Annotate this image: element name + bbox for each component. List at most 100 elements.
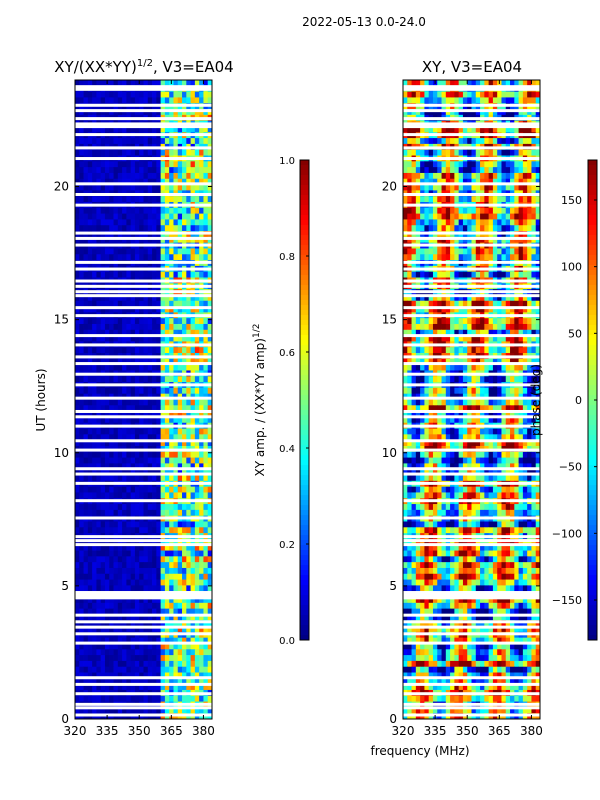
heatmap-cell [407, 213, 412, 220]
heatmap-cell [462, 126, 468, 133]
heatmap-cell [424, 80, 430, 87]
heatmap-cell [130, 178, 136, 185]
heatmap-cell [203, 300, 209, 307]
heatmap-cell [79, 567, 84, 575]
y-tick-label: 5 [61, 579, 69, 593]
heatmap-cell [100, 544, 106, 551]
heatmap-cell [505, 178, 511, 185]
heatmap-cell [134, 475, 140, 482]
colorbar-segment [300, 340, 309, 346]
heatmap-cell [113, 80, 119, 87]
heatmap-cell [109, 97, 114, 104]
heatmap-cell [134, 695, 140, 702]
heatmap-cell [164, 347, 170, 354]
heatmap-cell [134, 666, 140, 673]
heatmap-cell [190, 225, 196, 232]
heatmap-cell [147, 399, 153, 406]
colorbar-segment [300, 240, 309, 246]
heatmap-cell [109, 323, 114, 331]
heatmap-cell [462, 306, 468, 313]
heatmap-cell [186, 219, 191, 226]
heatmap-cell [424, 213, 430, 220]
heatmap-cell [83, 463, 89, 470]
heatmap-cell [92, 672, 97, 679]
heatmap-cell [122, 405, 127, 412]
heatmap-cell [514, 271, 519, 278]
heatmap-cell [432, 236, 438, 244]
heatmap-cell [134, 579, 140, 586]
heatmap-cell [143, 347, 149, 354]
heatmap-cell [164, 567, 170, 575]
heatmap-cell [139, 178, 144, 185]
heatmap-cell [199, 567, 204, 575]
heatmap-cell [492, 248, 498, 255]
heatmap-cell [87, 660, 93, 668]
heatmap-cell [199, 475, 204, 482]
heatmap-cell [169, 236, 174, 244]
heatmap-cell [475, 149, 481, 156]
heatmap-cell [510, 149, 515, 156]
heatmap-cell [104, 294, 110, 302]
heatmap-cell [169, 678, 174, 685]
heatmap-cell [83, 486, 89, 493]
heatmap-cell [104, 457, 110, 464]
heatmap-cell [100, 323, 106, 331]
heatmap-cell [126, 579, 132, 586]
heatmap-cell [467, 306, 472, 313]
heatmap-cell [492, 97, 498, 104]
heatmap-cell [122, 608, 127, 615]
heatmap-cell [535, 213, 541, 220]
heatmap-cell [177, 294, 183, 302]
heatmap-cell [87, 597, 93, 604]
heatmap-cell [182, 149, 187, 156]
heatmap-cell [173, 567, 179, 575]
heatmap-cell [156, 318, 162, 325]
heatmap-cell [424, 178, 430, 185]
heatmap-cell [186, 376, 191, 383]
heatmap-cell [407, 207, 412, 215]
heatmap-cell [415, 254, 421, 261]
heatmap-cell [415, 236, 421, 244]
heatmap-cell [182, 207, 187, 215]
y-tick-label: 20 [54, 180, 69, 194]
heatmap-cell [92, 225, 97, 232]
heatmap-cell [441, 225, 447, 232]
heatmap-cell [126, 126, 132, 133]
heatmap-cell [207, 196, 213, 203]
heatmap-cell [130, 167, 136, 174]
heatmap-cell [199, 428, 204, 435]
heatmap-cell [100, 196, 106, 203]
heatmap-cell [92, 318, 97, 325]
heatmap-cell [207, 492, 213, 499]
heatmap-cell [190, 550, 196, 557]
heatmap-cell [531, 138, 537, 145]
heatmap-cell [152, 562, 157, 569]
heatmap-cell [522, 219, 528, 226]
heatmap-cell [143, 248, 149, 255]
x-tick-label: 365 [160, 724, 183, 738]
heatmap-cell [109, 347, 114, 354]
heatmap-cell [169, 643, 174, 650]
heatmap-cell [156, 556, 162, 563]
heatmap-cell [87, 196, 93, 203]
heatmap-cell [458, 213, 464, 220]
heatmap-cell [143, 469, 149, 476]
heatmap-cell [535, 196, 541, 203]
heatmap-cell [117, 138, 123, 145]
heatmap-cell [126, 486, 132, 493]
heatmap-cell [152, 207, 157, 215]
heatmap-cell [441, 178, 447, 185]
heatmap-cell [79, 207, 84, 215]
heatmap-cell [190, 213, 196, 220]
heatmap-cell [194, 318, 200, 325]
heatmap-cell [207, 527, 213, 534]
colorbar-segment [300, 260, 309, 266]
heatmap-cell [160, 434, 166, 441]
heatmap-cell [173, 608, 179, 615]
heatmap-cell [109, 178, 114, 185]
heatmap-cell [522, 196, 528, 203]
heatmap-cell [92, 457, 97, 464]
flagged-row [75, 117, 212, 121]
heatmap-cell [79, 475, 84, 482]
heatmap-cell [403, 213, 408, 220]
